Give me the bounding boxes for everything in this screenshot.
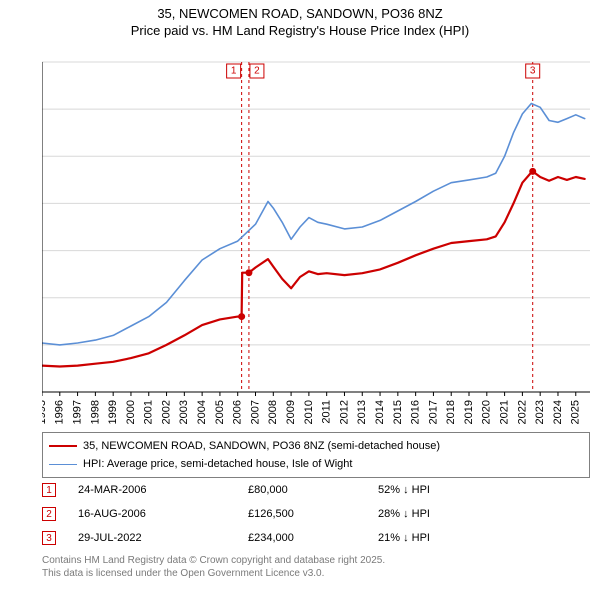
svg-text:2000: 2000 xyxy=(125,400,137,424)
transaction-pct: 28% ↓ HPI xyxy=(378,508,498,520)
svg-text:2001: 2001 xyxy=(143,400,155,424)
title-line-1: 35, NEWCOMEN ROAD, SANDOWN, PO36 8NZ xyxy=(0,6,600,23)
svg-text:2022: 2022 xyxy=(516,400,528,424)
legend-swatch-price-paid xyxy=(49,445,77,447)
svg-text:1999: 1999 xyxy=(107,400,119,424)
transaction-price: £234,000 xyxy=(248,532,378,544)
svg-text:2003: 2003 xyxy=(178,400,190,424)
chart-plot-area: £0£50K£100K£150K£200K£250K£300K£350K1995… xyxy=(42,48,590,428)
svg-text:1: 1 xyxy=(231,66,237,77)
svg-text:2: 2 xyxy=(254,66,260,77)
title-line-2: Price paid vs. HM Land Registry's House … xyxy=(0,23,600,40)
transaction-price: £126,500 xyxy=(248,508,378,520)
svg-text:2023: 2023 xyxy=(534,400,546,424)
legend-label-price-paid: 35, NEWCOMEN ROAD, SANDOWN, PO36 8NZ (se… xyxy=(83,440,440,452)
legend-item-hpi: HPI: Average price, semi-detached house,… xyxy=(49,455,583,473)
svg-text:2004: 2004 xyxy=(196,400,208,424)
transaction-pct: 21% ↓ HPI xyxy=(378,532,498,544)
transaction-pct: 52% ↓ HPI xyxy=(378,484,498,496)
transaction-marker: 2 xyxy=(42,507,56,521)
transaction-date: 16-AUG-2006 xyxy=(78,508,248,520)
chart-container: { "title": { "line1": "35, NEWCOMEN ROAD… xyxy=(0,0,600,590)
svg-text:2018: 2018 xyxy=(445,400,457,424)
svg-text:2019: 2019 xyxy=(463,400,475,424)
transaction-marker: 3 xyxy=(42,531,56,545)
svg-text:2010: 2010 xyxy=(303,400,315,424)
svg-text:3: 3 xyxy=(530,66,536,77)
legend-item-price-paid: 35, NEWCOMEN ROAD, SANDOWN, PO36 8NZ (se… xyxy=(49,437,583,455)
svg-text:2024: 2024 xyxy=(552,400,564,424)
legend: 35, NEWCOMEN ROAD, SANDOWN, PO36 8NZ (se… xyxy=(42,432,590,478)
svg-text:1996: 1996 xyxy=(54,400,66,424)
chart-title: 35, NEWCOMEN ROAD, SANDOWN, PO36 8NZ Pri… xyxy=(0,0,600,40)
svg-text:2008: 2008 xyxy=(267,400,279,424)
transaction-date: 29-JUL-2022 xyxy=(78,532,248,544)
transaction-row: 2 16-AUG-2006 £126,500 28% ↓ HPI xyxy=(42,502,590,526)
svg-text:2015: 2015 xyxy=(392,400,404,424)
transaction-row: 3 29-JUL-2022 £234,000 21% ↓ HPI xyxy=(42,526,590,550)
transaction-date: 24-MAR-2006 xyxy=(78,484,248,496)
svg-text:2014: 2014 xyxy=(374,400,386,424)
svg-text:2002: 2002 xyxy=(160,400,172,424)
svg-text:2016: 2016 xyxy=(410,400,422,424)
footer-attribution: Contains HM Land Registry data © Crown c… xyxy=(42,554,385,580)
svg-text:2005: 2005 xyxy=(214,400,226,424)
svg-text:2017: 2017 xyxy=(427,400,439,424)
svg-text:2011: 2011 xyxy=(321,400,333,424)
footer-line-1: Contains HM Land Registry data © Crown c… xyxy=(42,554,385,567)
legend-label-hpi: HPI: Average price, semi-detached house,… xyxy=(83,458,352,470)
svg-text:2021: 2021 xyxy=(499,400,511,424)
chart-svg: £0£50K£100K£150K£200K£250K£300K£350K1995… xyxy=(42,48,590,428)
svg-text:1997: 1997 xyxy=(71,400,83,424)
svg-text:2025: 2025 xyxy=(570,400,582,424)
svg-text:2012: 2012 xyxy=(338,400,350,424)
svg-text:2020: 2020 xyxy=(481,400,493,424)
legend-swatch-hpi xyxy=(49,464,77,465)
svg-text:2013: 2013 xyxy=(356,400,368,424)
transactions-table: 1 24-MAR-2006 £80,000 52% ↓ HPI 2 16-AUG… xyxy=(42,478,590,550)
footer-line-2: This data is licensed under the Open Gov… xyxy=(42,567,385,580)
svg-text:2006: 2006 xyxy=(232,400,244,424)
svg-text:1995: 1995 xyxy=(42,400,48,424)
transaction-marker: 1 xyxy=(42,483,56,497)
svg-text:2009: 2009 xyxy=(285,400,297,424)
svg-text:2007: 2007 xyxy=(249,400,261,424)
svg-text:1998: 1998 xyxy=(89,400,101,424)
transaction-row: 1 24-MAR-2006 £80,000 52% ↓ HPI xyxy=(42,478,590,502)
transaction-price: £80,000 xyxy=(248,484,378,496)
